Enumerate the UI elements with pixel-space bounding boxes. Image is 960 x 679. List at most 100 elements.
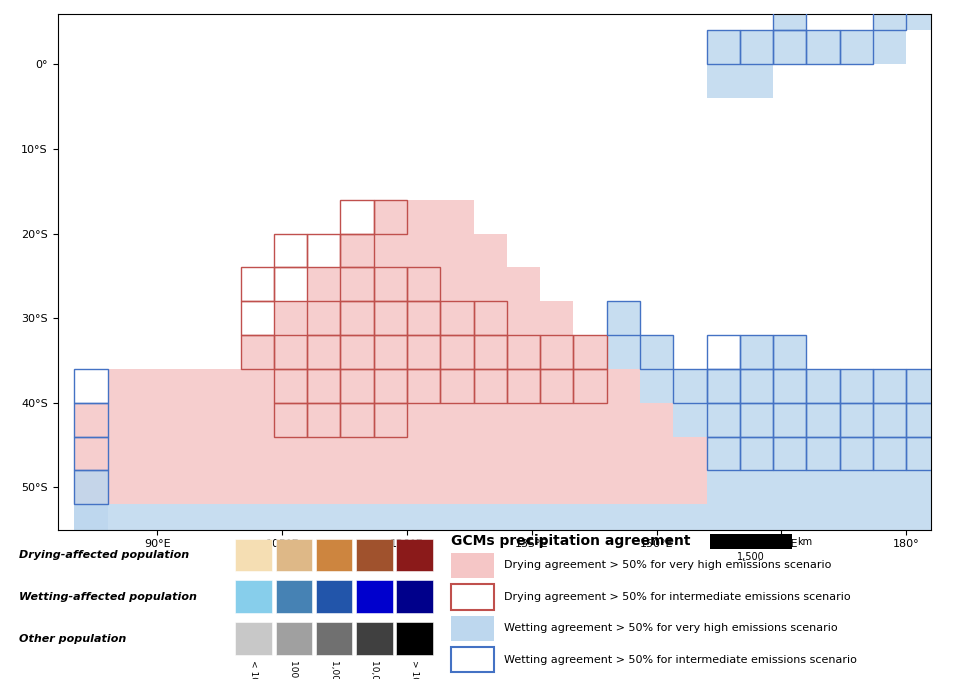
Bar xyxy=(341,403,373,437)
Bar xyxy=(540,471,573,504)
Bar xyxy=(873,369,906,403)
Bar xyxy=(241,369,274,403)
Bar xyxy=(773,403,806,437)
Bar xyxy=(108,369,141,403)
Bar xyxy=(74,471,108,504)
Bar xyxy=(607,369,640,403)
Bar xyxy=(673,471,707,504)
Bar xyxy=(396,622,433,655)
Bar xyxy=(573,335,607,369)
Bar xyxy=(740,335,773,369)
Bar xyxy=(740,403,773,437)
Bar xyxy=(274,403,307,437)
Bar xyxy=(707,65,740,98)
Bar xyxy=(74,504,108,538)
Bar xyxy=(373,268,407,301)
Bar xyxy=(773,403,806,437)
Bar xyxy=(373,437,407,471)
Bar xyxy=(341,335,373,369)
Bar xyxy=(207,369,241,403)
Bar xyxy=(607,471,640,504)
Bar xyxy=(473,301,507,335)
Bar xyxy=(607,301,640,335)
Bar xyxy=(373,268,407,301)
Bar xyxy=(341,301,373,335)
Bar xyxy=(806,369,840,403)
Bar xyxy=(873,437,906,471)
Bar xyxy=(441,403,473,437)
Text: Drying-affected population: Drying-affected population xyxy=(19,550,189,560)
Bar xyxy=(710,534,792,549)
Bar xyxy=(241,301,274,335)
Bar xyxy=(806,369,840,403)
Bar xyxy=(74,504,108,538)
Bar xyxy=(307,335,341,369)
Bar xyxy=(141,403,174,437)
Bar xyxy=(207,471,241,504)
Bar xyxy=(473,403,507,437)
Bar xyxy=(307,504,341,538)
Bar xyxy=(873,0,906,31)
Bar xyxy=(906,0,940,31)
Bar xyxy=(473,268,507,301)
Bar xyxy=(341,234,373,268)
Bar xyxy=(806,437,840,471)
Bar xyxy=(373,301,407,335)
Bar xyxy=(307,268,341,301)
Bar xyxy=(356,622,393,655)
Text: > 100,000: > 100,000 xyxy=(410,659,420,679)
Bar xyxy=(407,369,441,403)
Bar xyxy=(341,369,373,403)
Bar xyxy=(573,403,607,437)
Bar xyxy=(740,369,773,403)
Bar xyxy=(507,369,540,403)
Bar xyxy=(873,437,906,471)
Bar xyxy=(507,471,540,504)
Bar xyxy=(74,369,108,403)
Bar xyxy=(373,335,407,369)
Bar xyxy=(207,504,241,538)
Bar xyxy=(276,581,312,613)
Bar xyxy=(707,369,740,403)
Bar xyxy=(356,538,393,572)
Bar xyxy=(241,335,274,369)
Bar xyxy=(307,369,341,403)
Bar xyxy=(707,504,740,538)
Text: < 100: < 100 xyxy=(249,659,258,679)
Bar xyxy=(316,581,352,613)
Bar xyxy=(473,335,507,369)
Bar xyxy=(441,335,473,369)
Bar xyxy=(507,504,540,538)
Bar xyxy=(407,234,441,268)
Bar xyxy=(174,471,207,504)
Bar xyxy=(141,504,174,538)
Bar xyxy=(441,234,473,268)
Text: 1,000 - 10,000: 1,000 - 10,000 xyxy=(329,659,339,679)
Bar xyxy=(174,403,207,437)
Bar xyxy=(906,403,940,437)
Bar xyxy=(640,471,673,504)
Bar xyxy=(451,647,494,672)
Bar xyxy=(573,369,607,403)
Bar xyxy=(241,335,274,369)
Bar xyxy=(906,369,940,403)
Bar xyxy=(108,504,141,538)
Bar xyxy=(906,437,940,471)
Bar xyxy=(307,335,341,369)
Bar xyxy=(540,335,573,369)
Bar xyxy=(341,403,373,437)
Bar xyxy=(241,268,274,301)
Bar xyxy=(773,471,806,504)
Bar xyxy=(441,471,473,504)
Bar xyxy=(74,437,108,471)
Bar xyxy=(274,301,307,335)
Bar xyxy=(141,369,174,403)
Bar xyxy=(840,31,873,65)
Bar xyxy=(307,301,341,335)
Bar xyxy=(274,437,307,471)
Bar xyxy=(74,471,108,504)
Bar xyxy=(540,403,573,437)
Text: Wetting agreement > 50% for intermediate emissions scenario: Wetting agreement > 50% for intermediate… xyxy=(504,655,857,665)
Bar xyxy=(707,437,740,471)
Bar xyxy=(373,335,407,369)
